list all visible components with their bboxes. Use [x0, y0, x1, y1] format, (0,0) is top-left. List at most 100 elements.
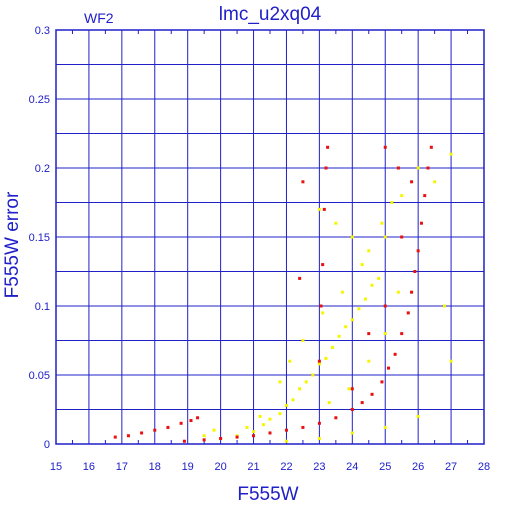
- yellow-point: [416, 414, 420, 418]
- x-tick-label: 27: [445, 461, 457, 473]
- yellow-point: [357, 307, 361, 311]
- red-point: [416, 249, 420, 253]
- y-tick-label: 0.25: [29, 94, 50, 106]
- y-tick-label: 0.2: [35, 163, 50, 175]
- x-tick-label: 16: [83, 461, 95, 473]
- red-point: [324, 166, 328, 170]
- yellow-point: [377, 276, 381, 280]
- yellow-point: [291, 398, 295, 402]
- red-point: [426, 166, 430, 170]
- red-point: [268, 431, 272, 435]
- red-point: [429, 145, 433, 149]
- yellow-point: [433, 180, 437, 184]
- yellow-point: [360, 263, 364, 267]
- panel-label: WF2: [84, 10, 114, 26]
- x-tick-label: 26: [412, 461, 424, 473]
- red-point: [383, 304, 387, 308]
- yellow-point: [311, 373, 315, 377]
- red-point: [419, 221, 423, 225]
- tick-labels: 15 16 17 18 19 20 21 22 23 24 25 26 27 28 0 0.05 0.1 0.15…: [29, 25, 491, 473]
- yellow-point: [317, 362, 321, 366]
- yellow-point: [284, 403, 288, 407]
- y-tick-label: 0.15: [29, 232, 50, 244]
- red-point: [410, 290, 414, 294]
- red-point: [322, 207, 326, 211]
- red-point: [319, 304, 323, 308]
- red-point: [284, 428, 288, 432]
- yellow-point: [367, 359, 371, 363]
- yellow-point: [317, 207, 321, 211]
- red-point: [317, 421, 321, 425]
- yellow-point: [301, 339, 305, 342]
- yellow-point: [442, 304, 446, 308]
- yellow-point: [380, 221, 384, 225]
- x-tick-label: 22: [280, 461, 292, 473]
- red-point: [202, 438, 206, 442]
- y-tick-label: 0.3: [35, 25, 50, 37]
- yellow-point: [202, 434, 206, 438]
- x-tick-label: 17: [116, 461, 128, 473]
- yellow-point: [344, 325, 348, 329]
- red-point: [350, 387, 354, 391]
- x-axis-label: F555W: [237, 484, 298, 505]
- y-tick-label: 0.1: [35, 301, 50, 313]
- yellow-point: [340, 290, 344, 294]
- red-point: [153, 428, 157, 432]
- red-point: [252, 434, 256, 438]
- red-point: [396, 166, 400, 170]
- red-point: [182, 439, 186, 443]
- yellow-point: [334, 221, 338, 225]
- x-tick-label: 24: [346, 461, 358, 473]
- chart-title: lmc_u2xq04: [219, 4, 322, 25]
- yellow-point: [284, 439, 288, 443]
- yellow-point: [350, 431, 354, 435]
- red-point: [367, 332, 371, 336]
- yellow-point: [367, 249, 371, 253]
- red-point: [179, 421, 183, 425]
- yellow-point: [278, 380, 282, 384]
- red-point: [350, 408, 354, 411]
- x-tick-label: 25: [379, 461, 391, 473]
- yellow-point: [449, 152, 453, 156]
- yellow-point: [288, 359, 292, 363]
- yellow-point: [350, 318, 354, 322]
- red-point: [126, 434, 130, 438]
- red-point: [317, 359, 321, 363]
- red-point: [413, 270, 417, 273]
- red-point: [370, 392, 374, 396]
- yellow-point: [245, 425, 249, 429]
- yellow-point: [258, 414, 262, 418]
- red-point: [387, 366, 391, 370]
- yellow-point: [416, 166, 420, 170]
- yellow-point: [304, 380, 308, 384]
- red-point: [189, 419, 193, 423]
- yellow-point: [268, 417, 272, 421]
- red-point: [301, 180, 305, 184]
- red-point: [235, 435, 239, 439]
- yellow-point: [383, 332, 387, 336]
- red-point: [380, 380, 384, 384]
- yellow-point: [383, 425, 387, 429]
- yellow-point: [350, 235, 354, 239]
- yellow-point: [261, 423, 265, 427]
- x-tick-label: 21: [247, 461, 259, 473]
- y-axis-label: F555W error: [2, 191, 23, 298]
- y-tick-label: 0.05: [29, 370, 50, 382]
- yellow-point: [324, 356, 328, 360]
- red-point: [326, 145, 330, 149]
- points: [113, 145, 453, 443]
- red-point: [140, 431, 144, 435]
- red-point: [113, 435, 117, 439]
- yellow-point: [383, 235, 387, 239]
- red-point: [166, 425, 170, 429]
- red-point: [383, 145, 387, 149]
- x-tick-label: 19: [182, 461, 194, 473]
- red-point: [393, 352, 397, 356]
- red-point: [400, 235, 404, 239]
- x-tick-label: 15: [50, 461, 62, 473]
- red-point: [410, 180, 414, 184]
- yellow-point: [331, 345, 335, 349]
- yellow-point: [317, 436, 321, 440]
